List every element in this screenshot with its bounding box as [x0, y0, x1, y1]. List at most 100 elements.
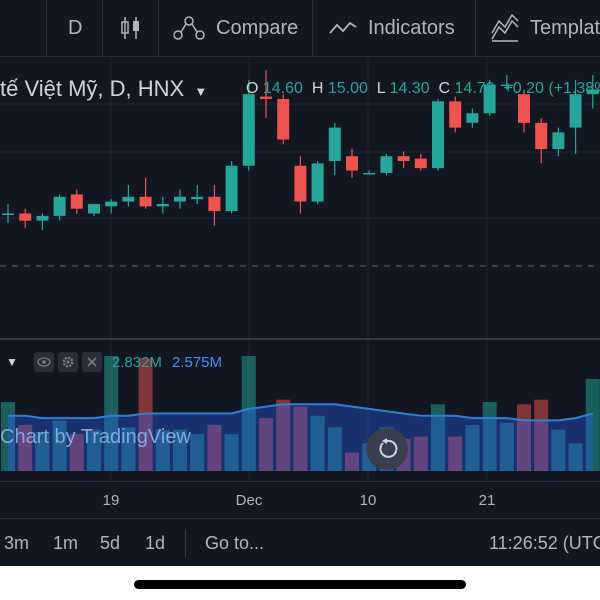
- candle-body: [466, 113, 479, 123]
- bottom-bar-divider: [185, 529, 186, 557]
- clock-readout[interactable]: 11:26:52 (UTC+7): [489, 533, 600, 553]
- compare-icon: [173, 16, 205, 40]
- symbol-title-text: tế Việt Mỹ, D, HNX: [0, 76, 185, 101]
- toolbar-divider: [312, 0, 313, 56]
- volume-bar: [69, 434, 84, 471]
- candle-body: [397, 156, 410, 161]
- volume-bar: [345, 452, 359, 471]
- volume-bar: [155, 429, 170, 471]
- volume-bar: [138, 358, 153, 471]
- volume-bar: [207, 425, 222, 471]
- candle-body: [70, 194, 83, 209]
- volume-bar: [568, 443, 583, 471]
- candle-body: [139, 196, 152, 207]
- bottom-toolbar: 3m 1m 5d 1d Go to... 11:26:52 (UTC+7): [0, 518, 600, 566]
- volume-bar: [224, 434, 239, 471]
- indicators-label: Indicators: [368, 16, 455, 39]
- volume-bar: [499, 422, 514, 471]
- time-axis-label: Dec: [235, 492, 263, 509]
- volume-bar: [585, 379, 600, 471]
- volume-bar: [104, 356, 119, 471]
- volume-bar: [35, 431, 50, 471]
- interval-label: D: [68, 16, 83, 39]
- templates-button[interactable]: Templates: [490, 0, 600, 56]
- indicators-button[interactable]: Indicators: [328, 0, 455, 56]
- tradingview-watermark[interactable]: Chart by TradingView: [0, 426, 191, 448]
- gear-icon[interactable]: [57, 352, 78, 372]
- volume-bar: [52, 420, 67, 471]
- compare-button[interactable]: Compare: [172, 0, 298, 56]
- candle-body: [174, 196, 186, 202]
- volume-value: 2.832M: [111, 353, 162, 371]
- close-icon[interactable]: [81, 352, 102, 372]
- candle-body: [535, 122, 548, 150]
- volume-bar: [534, 399, 549, 471]
- candle-body: [414, 158, 427, 169]
- candle-body: [500, 84, 513, 87]
- volume-bar: [241, 356, 256, 471]
- close-label: C: [438, 80, 451, 97]
- templates-icon: [491, 13, 519, 42]
- volume-ma-area: [8, 404, 593, 471]
- candles-icon: [121, 17, 139, 39]
- candle-body: [449, 101, 462, 128]
- candle-body: [156, 203, 169, 207]
- volume-ma-value: 2.575M: [171, 353, 222, 371]
- candle-body: [2, 213, 14, 215]
- chart-style-button[interactable]: [119, 0, 153, 56]
- home-indicator[interactable]: [134, 580, 466, 589]
- volume-bar: [327, 427, 342, 471]
- top-toolbar: D Compare I: [0, 0, 600, 57]
- range-1m-button[interactable]: 1m: [53, 533, 79, 553]
- toolbar-divider: [102, 0, 103, 56]
- reset-chart-button[interactable]: [366, 428, 408, 470]
- candle-body: [518, 94, 530, 123]
- candle-body: [363, 172, 376, 175]
- candle-body: [483, 84, 496, 114]
- candle-body: [122, 196, 135, 202]
- volume-bar: [310, 415, 325, 471]
- pane-separator[interactable]: [0, 338, 600, 340]
- volume-bar: [259, 418, 273, 471]
- candle-body: [311, 163, 324, 202]
- candle-body: [208, 196, 221, 212]
- price-chart[interactable]: [0, 56, 600, 481]
- volume-bar: [1, 402, 15, 471]
- change-value: +0.20 (+1.38%): [503, 80, 600, 97]
- volume-bar: [293, 406, 308, 471]
- candle-body: [277, 98, 290, 140]
- candle-body: [53, 196, 66, 216]
- candle-body: [88, 203, 100, 214]
- indicators-icon: [329, 21, 357, 34]
- time-axis[interactable]: 19 Dec 10 21: [0, 481, 600, 518]
- high-label: H: [311, 80, 324, 97]
- candle-body: [586, 89, 599, 95]
- volume-bar: [87, 429, 101, 471]
- candles-series: [2, 70, 599, 231]
- toolbar-divider: [475, 0, 476, 56]
- range-3m-button[interactable]: 3m: [4, 533, 30, 553]
- close-value: 14.70: [454, 80, 495, 97]
- symbol-title[interactable]: tế Việt Mỹ, D, HNX ▼: [0, 76, 207, 102]
- range-1d-button[interactable]: 1d: [145, 533, 166, 553]
- candle-body: [36, 215, 49, 221]
- eye-icon[interactable]: [33, 352, 54, 372]
- chevron-down-icon[interactable]: ▼: [6, 355, 18, 369]
- ohlc-readout: O 14.60 H 15.00 L 14.30 C 14.70 +0.20 (+…: [246, 80, 600, 98]
- range-5d-button[interactable]: 5d: [100, 533, 121, 553]
- volume-bar: [465, 425, 480, 471]
- interval-button[interactable]: D: [68, 0, 82, 56]
- volume-bar: [121, 427, 136, 471]
- candle-body: [242, 94, 255, 166]
- volume-bar: [190, 434, 205, 471]
- toolbar-divider: [46, 0, 47, 56]
- go-to-button[interactable]: Go to...: [205, 533, 265, 553]
- low-value: 14.30: [389, 80, 430, 97]
- candle-body: [19, 213, 32, 221]
- templates-label: Templates: [530, 16, 600, 39]
- volume-bar: [18, 425, 33, 471]
- volume-bar: [551, 429, 566, 471]
- candle-body: [346, 156, 358, 171]
- candle-body: [225, 165, 238, 212]
- chevron-down-icon[interactable]: ▼: [194, 84, 208, 99]
